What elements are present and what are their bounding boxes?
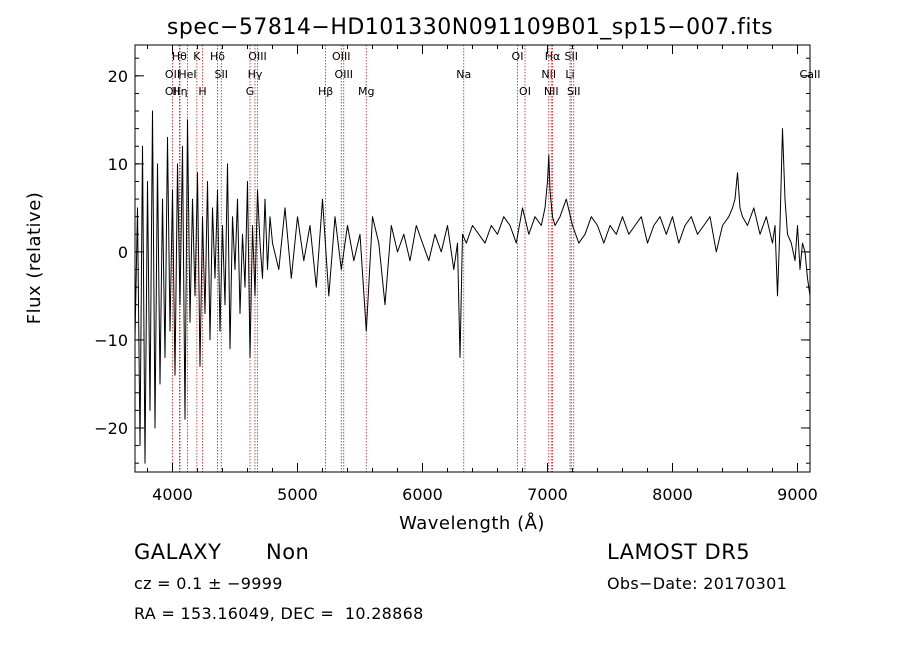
y-tick-label: −10	[94, 331, 128, 350]
spectrum-series	[134, 110, 811, 464]
plot-frame	[134, 44, 811, 473]
y-tick-label: 20	[108, 67, 128, 86]
line-marker-label: OII	[165, 85, 180, 98]
line-marker-label: K	[193, 50, 201, 63]
line-marker-label: NII	[541, 68, 556, 81]
line-marker-label: OIII	[332, 50, 350, 63]
chart-title: spec−57814−HD101330N091109B01_sp15−007.f…	[167, 15, 773, 40]
line-marker-label: G	[246, 85, 255, 98]
x-axis-label: Wavelength (Å)	[399, 512, 545, 534]
line-marker-label: SII	[565, 50, 578, 63]
x-tick-label: 5000	[277, 485, 318, 504]
line-marker-label: OIII	[248, 50, 266, 63]
object-subclass: Non	[266, 540, 310, 564]
line-marker-label: HeI	[178, 68, 196, 81]
observation-date: Obs−Date: 20170301	[607, 574, 788, 593]
line-marker-label: OI	[512, 50, 524, 63]
line-marker-label: Mg	[358, 85, 374, 98]
redshift-cz: cz = 0.1 ± −9999	[134, 574, 283, 593]
coordinates: RA = 153.16049, DEC = 10.28868	[134, 604, 424, 623]
x-tick-label: 8000	[652, 485, 693, 504]
y-tick-label: −20	[94, 419, 128, 438]
survey-name: LAMOST DR5	[607, 540, 751, 564]
y-tick-label: 10	[108, 155, 128, 174]
line-marker-label: OIII	[335, 68, 353, 81]
line-marker-label: Hθ	[172, 50, 187, 63]
spectrum-line	[134, 110, 811, 464]
line-marker-label: Hη	[172, 85, 187, 98]
emission-line-markers: OIIOIIHθHηHeIKHHδSIIGHγOIIIHβOIIIOIIIMgN…	[165, 45, 820, 472]
line-marker-label: OI	[519, 85, 531, 98]
object-class: GALAXY	[134, 540, 222, 564]
line-marker-label: SII	[567, 85, 580, 98]
y-tick-label: 0	[118, 243, 128, 262]
line-marker-label: H	[198, 85, 206, 98]
line-marker-label: SII	[215, 68, 228, 81]
line-marker-label: Hδ	[210, 50, 225, 63]
x-tick-label: 6000	[402, 485, 443, 504]
line-marker-label: Hα	[545, 50, 561, 63]
x-tick-label: 7000	[527, 485, 568, 504]
y-axis-label: Flux (relative)	[24, 192, 45, 325]
x-tick-label: 9000	[777, 485, 818, 504]
x-tick-label: 4000	[152, 485, 193, 504]
line-marker-label: Na	[456, 68, 471, 81]
x-axis: 4000 5000 6000 7000 8000 9000	[147, 45, 818, 504]
line-marker-label: Hβ	[318, 85, 333, 98]
line-marker-label: Hγ	[248, 68, 263, 81]
y-axis: −20 −10 0 10 20	[94, 57, 810, 464]
line-marker-label: NII	[544, 85, 559, 98]
line-marker-label: Li	[565, 68, 574, 81]
line-marker-label: OII	[165, 68, 180, 81]
